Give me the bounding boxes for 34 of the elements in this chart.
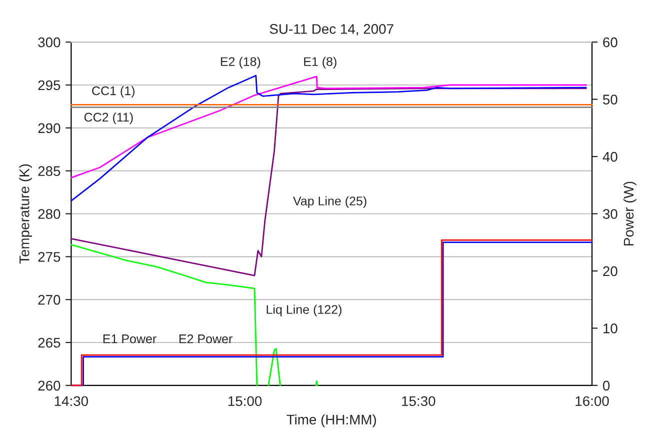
- y-tick-label: 280: [38, 209, 60, 219]
- line-series: [70, 76, 587, 178]
- series-label: E1 Power: [103, 334, 156, 344]
- y2-tick-label: 50: [602, 94, 618, 104]
- y2-tick-label: 10: [603, 324, 618, 334]
- x-axis-title: Time (HH:MM): [286, 414, 376, 428]
- y2-tick-label: 30: [602, 209, 618, 219]
- series-label: CC2 (11): [84, 112, 133, 124]
- line-series: [70, 88, 587, 276]
- y-tick-label: 275: [38, 252, 60, 262]
- y-axis-title: Temperature (K): [19, 164, 32, 264]
- y2-tick-label: 20: [603, 266, 618, 276]
- series-label: E1 (8): [304, 56, 336, 69]
- y-tick-label: 270: [38, 294, 60, 305]
- y-tick-label: 260: [38, 380, 60, 391]
- series-label: Liq Line (122): [266, 304, 342, 316]
- series-label: Vap Line (25): [293, 196, 366, 208]
- y-tick-label: 300: [38, 37, 60, 48]
- y-tick-label: 295: [38, 80, 60, 90]
- y2-axis-title: Power (W): [623, 182, 636, 246]
- series-label: CC1 (1): [92, 86, 134, 98]
- series-label: E2 (18): [220, 56, 260, 69]
- y-tick-label: 285: [38, 166, 60, 176]
- y2-tick-label: 40: [602, 152, 618, 162]
- y-tick-label: 290: [38, 123, 60, 134]
- x-tick-label: 14:30: [54, 396, 88, 406]
- y2-tick-label: 0: [602, 380, 610, 391]
- y2-tick-label: 60: [603, 37, 618, 48]
- x-tick-label: 16:00: [576, 396, 609, 406]
- x-tick-label: 15:00: [228, 396, 262, 406]
- y-tick-label: 265: [38, 338, 60, 348]
- chart-title: SU-11 Dec 14, 2007: [270, 24, 394, 36]
- x-tick-label: 15:30: [402, 396, 436, 406]
- series-label: E2 Power: [179, 334, 232, 344]
